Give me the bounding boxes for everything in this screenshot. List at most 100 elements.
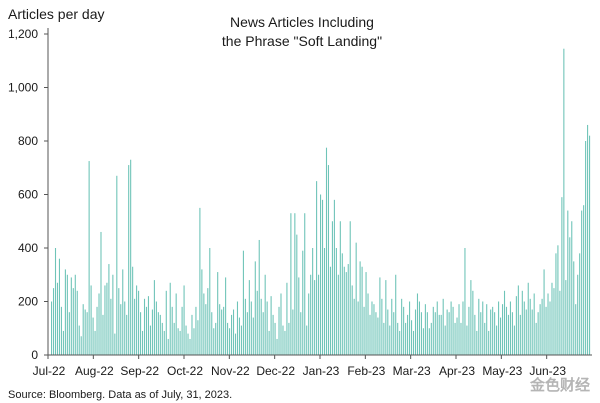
bar (535, 322, 537, 355)
bar (92, 317, 94, 355)
bar (318, 274, 320, 355)
bar (365, 272, 367, 355)
bar (424, 304, 426, 355)
bar (161, 322, 163, 355)
bar (329, 266, 331, 355)
bar (438, 314, 440, 356)
bar (460, 322, 462, 355)
bar (383, 322, 385, 355)
bar (308, 293, 310, 355)
bar (567, 210, 569, 355)
bar (335, 248, 337, 355)
x-tick-label: May-23 (482, 364, 522, 378)
x-tick-label: Jun-23 (529, 364, 566, 378)
bar (339, 221, 341, 355)
bar (64, 269, 66, 355)
bar (577, 274, 579, 355)
bar (426, 312, 428, 355)
bar (466, 325, 468, 355)
bar (409, 301, 411, 355)
bar (569, 237, 571, 355)
bar (304, 213, 306, 355)
bar (381, 298, 383, 355)
bar (498, 301, 500, 355)
bar (484, 322, 486, 355)
bar (519, 314, 521, 356)
source-note: Source: Bloomberg. Data as of July, 31, … (8, 389, 232, 401)
bar (422, 328, 424, 355)
bar (51, 301, 53, 355)
bar (482, 301, 484, 355)
bar (288, 322, 290, 355)
bar (464, 248, 466, 355)
bar (418, 301, 420, 355)
bar (420, 312, 422, 355)
bar (258, 239, 260, 355)
bar (316, 181, 318, 356)
bar (515, 296, 517, 355)
bar (472, 290, 474, 355)
bar (147, 296, 150, 355)
bar (349, 221, 351, 355)
bar (454, 322, 456, 355)
x-tick-label: Apr-23 (439, 364, 475, 378)
bar (411, 320, 413, 355)
bar (62, 330, 64, 355)
watermark-text: 金色财经 (529, 376, 590, 394)
bar (78, 325, 80, 355)
bar (412, 330, 415, 355)
bar (292, 309, 294, 355)
bar (403, 306, 405, 355)
bar (470, 280, 472, 355)
bar (98, 293, 100, 355)
bar (361, 266, 363, 355)
bar (367, 293, 369, 355)
bar (488, 330, 490, 355)
bar (134, 298, 136, 355)
bar (347, 264, 349, 355)
bar (343, 266, 345, 355)
bar (58, 258, 60, 355)
bar (428, 328, 430, 355)
x-tick-label: Nov-22 (211, 364, 250, 378)
bar (84, 309, 86, 355)
bar (173, 322, 175, 355)
bar (54, 248, 57, 355)
bar (517, 285, 519, 355)
bar (140, 312, 142, 355)
x-tick-label: Jan-23 (303, 364, 340, 378)
bar (94, 330, 96, 355)
bar (312, 248, 314, 355)
bar (118, 288, 120, 356)
bar (143, 298, 146, 355)
bar (207, 288, 209, 356)
y-tick-label: 1,000 (8, 81, 38, 95)
bar (389, 325, 391, 355)
bar (106, 282, 108, 355)
bar (327, 165, 330, 355)
bar (248, 280, 250, 355)
bar (369, 314, 371, 356)
y-tick-label: 800 (18, 134, 38, 148)
bar (193, 328, 195, 355)
bar (250, 301, 252, 355)
bar (456, 317, 458, 355)
bar (446, 309, 448, 355)
bar (314, 280, 316, 355)
bar (573, 261, 575, 356)
bar (82, 304, 84, 355)
bar (359, 261, 361, 356)
bar (579, 253, 581, 355)
bar (399, 330, 401, 355)
bar (197, 320, 199, 355)
bar (539, 304, 541, 355)
bar (331, 221, 333, 355)
bar (189, 338, 191, 355)
bar (149, 325, 151, 355)
bar (217, 272, 219, 355)
bar (589, 135, 591, 355)
bar (323, 248, 326, 355)
bar (353, 298, 355, 355)
bar (537, 312, 539, 355)
bar (551, 282, 553, 355)
